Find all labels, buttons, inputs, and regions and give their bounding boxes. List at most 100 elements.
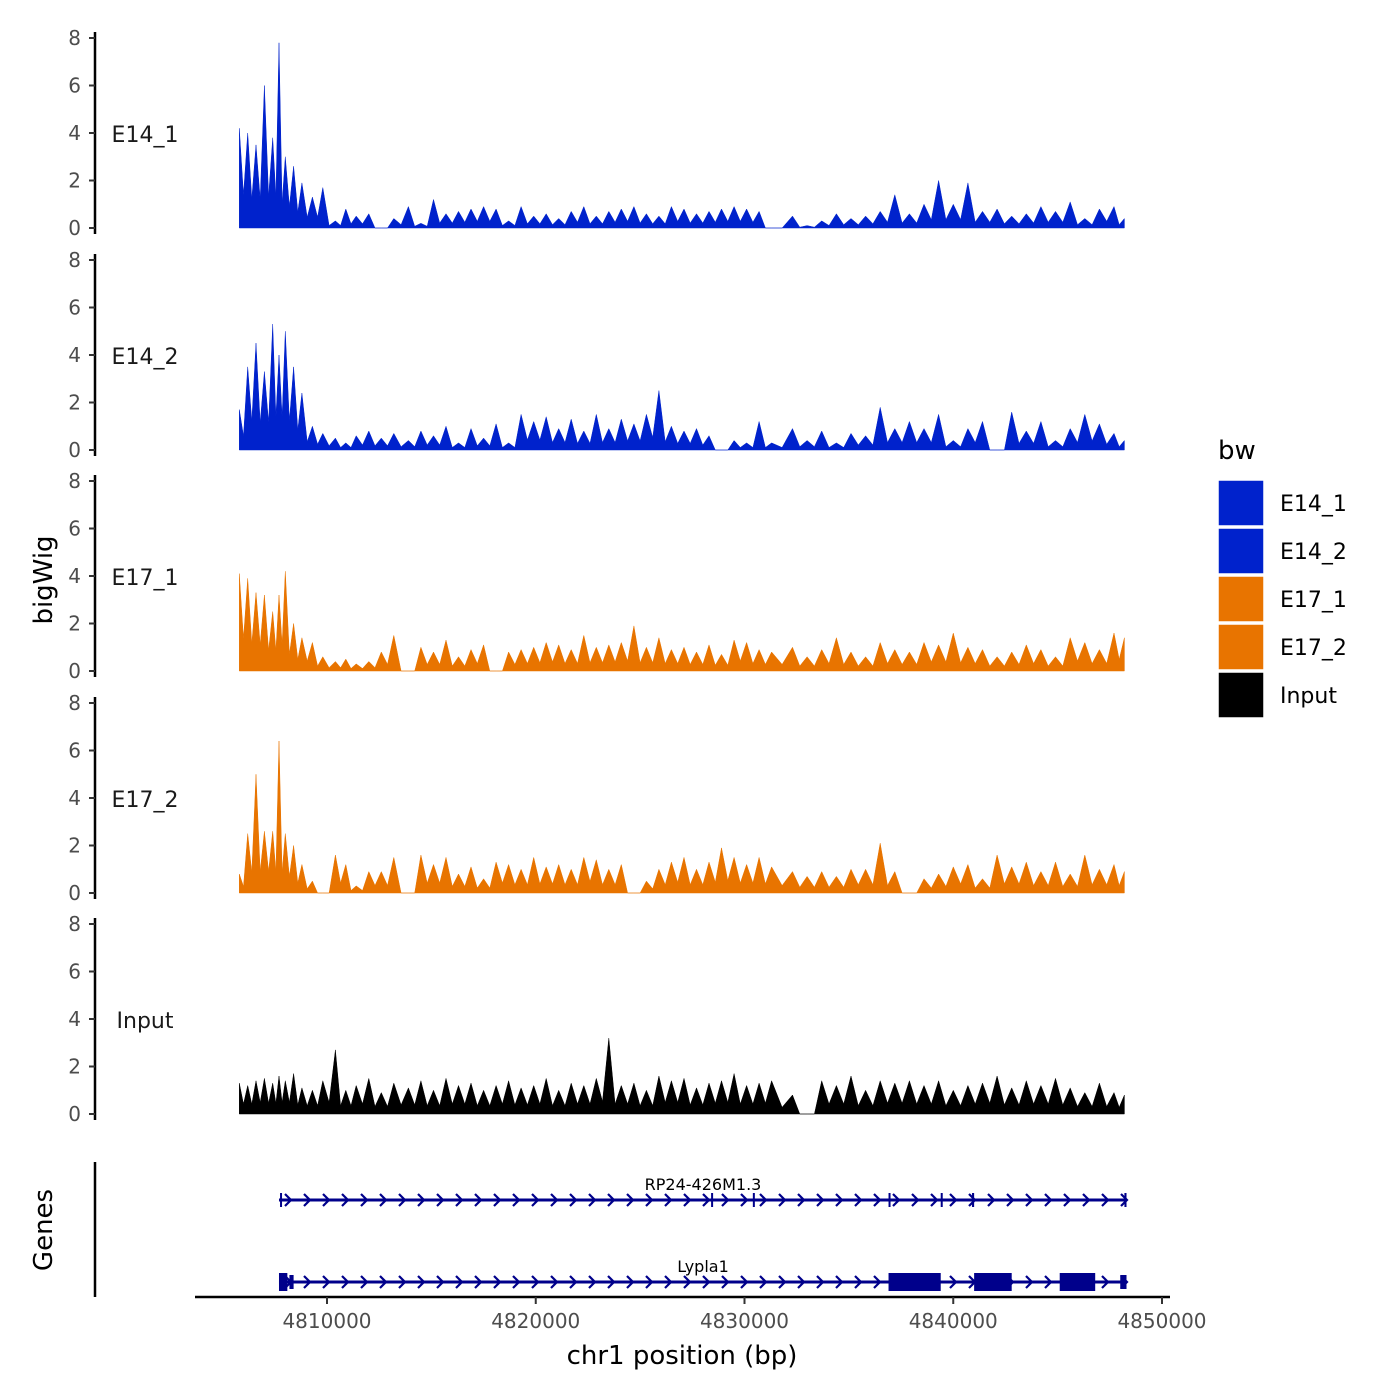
strand-arrow	[835, 1193, 844, 1207]
strand-arrow	[455, 1193, 464, 1207]
strand-arrow	[892, 1193, 901, 1207]
exon	[972, 1193, 975, 1207]
exon	[1059, 1273, 1096, 1291]
strand-arrow	[1101, 1193, 1110, 1207]
exon	[278, 1273, 288, 1291]
gene-track: RP24-426M1.3 Lypla1	[93, 1162, 1129, 1297]
y-tick-label: 2	[68, 391, 81, 415]
strand-arrow	[436, 1193, 445, 1207]
strand-arrow	[607, 1193, 616, 1207]
exon	[289, 1275, 294, 1289]
y-tick-label: 0	[68, 216, 81, 240]
strand-arrow	[778, 1193, 787, 1207]
strand-arrow	[1101, 1275, 1110, 1289]
strand-arrow	[626, 1193, 635, 1207]
strand-arrow	[683, 1193, 692, 1207]
y-tick-label: 4	[68, 1007, 81, 1031]
gene-RP24-426M1.3: RP24-426M1.3	[278, 1175, 1129, 1207]
legend-label: E14_2	[1280, 540, 1347, 565]
track-label: Input	[117, 1009, 174, 1034]
strand-arrow	[493, 1193, 502, 1207]
x-tick-label: 4810000	[282, 1309, 371, 1333]
y-tick-label: 4	[68, 564, 81, 588]
strand-arrow	[816, 1193, 825, 1207]
strand-arrow	[398, 1275, 407, 1289]
track-E14_1: 0 2 4 6 8 E14_1	[68, 26, 1125, 240]
x-axis-title: chr1 position (bp)	[567, 1341, 798, 1371]
y-tick-label: 6	[68, 517, 81, 541]
strand-arrow	[322, 1193, 331, 1207]
y-tick-label: 6	[68, 739, 81, 763]
legend-key-E17_2	[1217, 623, 1265, 671]
strand-arrow	[626, 1275, 635, 1289]
legend-key-Input	[1217, 671, 1265, 719]
strand-arrow	[1120, 1193, 1129, 1207]
strand-arrow	[398, 1193, 407, 1207]
y-tick-label: 8	[68, 248, 81, 272]
strand-arrow	[569, 1275, 578, 1289]
area-Input	[239, 1037, 1125, 1115]
strand-arrow	[1063, 1193, 1072, 1207]
strand-arrow	[569, 1193, 578, 1207]
strand-arrow	[740, 1275, 749, 1289]
legend-key-E17_1	[1217, 575, 1265, 623]
exon	[940, 1193, 943, 1207]
strand-arrow	[1082, 1193, 1091, 1207]
strand-arrow	[455, 1275, 464, 1289]
strand-arrow	[949, 1193, 958, 1207]
strand-arrow	[360, 1275, 369, 1289]
strand-arrow	[702, 1275, 711, 1289]
x-tick-label: 4830000	[700, 1309, 789, 1333]
strand-arrow	[512, 1193, 521, 1207]
legend-label: E14_1	[1280, 492, 1347, 517]
y-axis-title: bigWig	[29, 535, 59, 624]
legend-key-E14_2	[1217, 527, 1265, 575]
y-tick-label: 2	[68, 169, 81, 193]
strand-arrow	[797, 1193, 806, 1207]
strand-arrow	[797, 1275, 806, 1289]
track-E17_2: 0 2 4 6 8 E17_2	[68, 691, 1125, 905]
strand-arrow	[284, 1193, 293, 1207]
strand-arrow	[588, 1275, 597, 1289]
strand-arrow	[835, 1275, 844, 1289]
exon	[752, 1193, 755, 1207]
strand-arrow	[303, 1275, 312, 1289]
strand-arrow	[531, 1275, 540, 1289]
y-tick-label: 6	[68, 296, 81, 320]
gene-label: Lypla1	[677, 1257, 729, 1276]
strand-arrow	[1025, 1275, 1034, 1289]
strand-arrow	[873, 1193, 882, 1207]
y-tick-label: 8	[68, 912, 81, 936]
strand-arrow	[778, 1275, 787, 1289]
exon	[711, 1193, 714, 1207]
strand-arrow	[1044, 1275, 1053, 1289]
exon	[280, 1193, 283, 1207]
strand-arrow	[911, 1193, 920, 1207]
x-tick-label: 4850000	[1117, 1309, 1206, 1333]
track-label: E14_1	[112, 123, 179, 148]
strand-arrow	[854, 1193, 863, 1207]
strand-arrow	[379, 1275, 388, 1289]
strand-arrow	[1044, 1193, 1053, 1207]
strand-arrow	[759, 1193, 768, 1207]
strand-arrow	[873, 1275, 882, 1289]
strand-arrow	[721, 1275, 730, 1289]
strand-arrow	[645, 1275, 654, 1289]
strand-arrow	[645, 1193, 654, 1207]
exon	[888, 1193, 891, 1207]
track-label: E17_1	[112, 566, 179, 591]
strand-arrow	[702, 1193, 711, 1207]
strand-arrow	[664, 1193, 673, 1207]
y-tick-label: 2	[68, 1055, 81, 1079]
exon	[1120, 1275, 1127, 1289]
y-tick-label: 8	[68, 469, 81, 493]
strand-arrow	[379, 1193, 388, 1207]
legend-label: E17_2	[1280, 636, 1347, 661]
strand-arrow	[436, 1275, 445, 1289]
strand-arrow	[607, 1275, 616, 1289]
y-tick-label: 0	[68, 438, 81, 462]
gene-label: RP24-426M1.3	[645, 1175, 762, 1194]
y-tick-label: 6	[68, 74, 81, 98]
bigwig-tracks: 0 2 4 6 8 E14_1 0 2 4 6 8 E14_2 0 2 4 6 8 E17_1 0 2 4 6 8 E17_2…	[68, 26, 1125, 1126]
